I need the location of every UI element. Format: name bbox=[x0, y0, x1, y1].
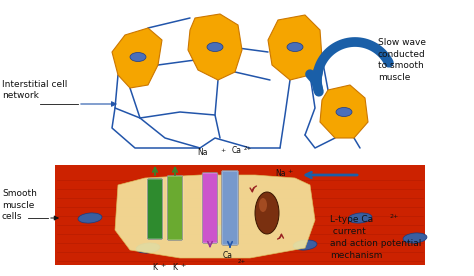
Ellipse shape bbox=[208, 225, 232, 235]
Ellipse shape bbox=[336, 107, 352, 116]
Ellipse shape bbox=[78, 213, 102, 223]
Text: K: K bbox=[173, 263, 177, 272]
FancyBboxPatch shape bbox=[222, 171, 238, 245]
Polygon shape bbox=[268, 15, 322, 80]
Ellipse shape bbox=[348, 213, 372, 223]
Text: 2+: 2+ bbox=[238, 259, 246, 264]
Text: 2+: 2+ bbox=[244, 146, 252, 151]
Ellipse shape bbox=[403, 233, 427, 243]
Polygon shape bbox=[112, 28, 162, 88]
Ellipse shape bbox=[207, 43, 223, 52]
FancyBboxPatch shape bbox=[147, 179, 163, 239]
Ellipse shape bbox=[136, 243, 160, 253]
Polygon shape bbox=[115, 175, 315, 258]
Text: Ca: Ca bbox=[223, 251, 233, 260]
Text: current: current bbox=[330, 227, 366, 237]
Polygon shape bbox=[320, 85, 368, 138]
FancyBboxPatch shape bbox=[202, 173, 218, 243]
Polygon shape bbox=[188, 14, 242, 80]
Text: +: + bbox=[287, 169, 292, 174]
Ellipse shape bbox=[259, 198, 267, 212]
Text: Slow wave
conducted
to smooth
muscle: Slow wave conducted to smooth muscle bbox=[378, 38, 426, 82]
Text: K: K bbox=[153, 263, 157, 272]
Ellipse shape bbox=[287, 43, 303, 52]
Text: Na: Na bbox=[198, 148, 208, 157]
Ellipse shape bbox=[255, 192, 279, 234]
Text: 2+: 2+ bbox=[390, 214, 399, 219]
Text: L-type Ca: L-type Ca bbox=[330, 216, 373, 224]
Ellipse shape bbox=[293, 240, 317, 250]
Text: Na: Na bbox=[275, 169, 285, 178]
Text: +: + bbox=[160, 263, 165, 268]
Text: and action potential: and action potential bbox=[330, 240, 421, 248]
FancyBboxPatch shape bbox=[167, 176, 182, 240]
Text: mechanism: mechanism bbox=[330, 251, 383, 261]
Text: +: + bbox=[180, 263, 185, 268]
Text: +: + bbox=[220, 148, 225, 153]
Text: Smooth
muscle
cells: Smooth muscle cells bbox=[2, 189, 37, 221]
Ellipse shape bbox=[130, 52, 146, 62]
Text: Ca: Ca bbox=[232, 146, 242, 155]
Bar bbox=[55, 165, 425, 265]
Text: Interstitial cell
network: Interstitial cell network bbox=[2, 79, 67, 100]
